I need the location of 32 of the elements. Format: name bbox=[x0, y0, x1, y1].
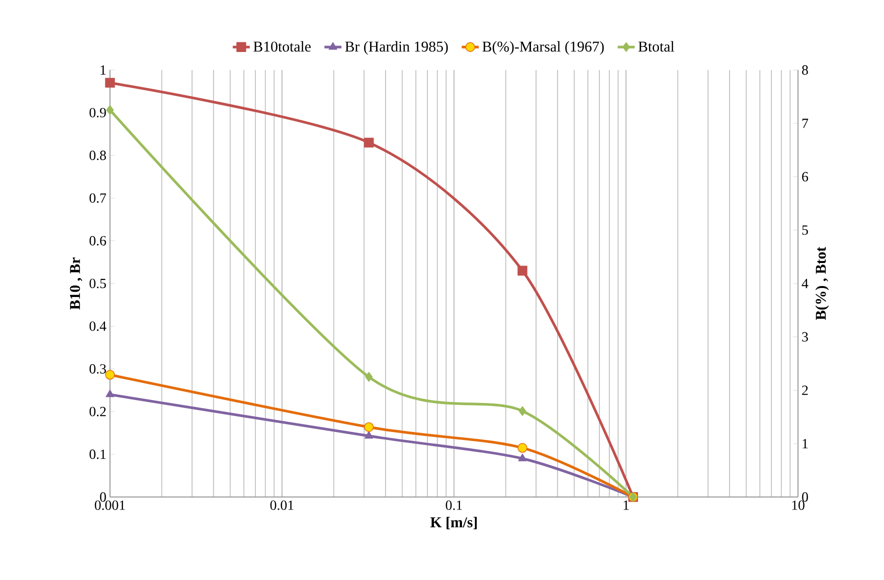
legend-label: B10totale bbox=[254, 41, 311, 52]
y-tick-label: 0.6 bbox=[90, 236, 106, 246]
y2-tick-label: 1 bbox=[802, 439, 808, 448]
x-tick-label: 10 bbox=[792, 500, 804, 510]
y-tick-label: 0.2 bbox=[90, 406, 106, 416]
y-tick-label: 0.3 bbox=[90, 364, 106, 374]
x-tick-label: 0.001 bbox=[94, 500, 125, 510]
y2-axis-title: B(%) , Btot bbox=[815, 246, 829, 320]
legend-label: B(%)-Marsal (1967) bbox=[482, 41, 604, 55]
legend-label: Btotal bbox=[638, 41, 674, 52]
y2-tick-label: 6 bbox=[802, 172, 808, 182]
y-tick-label: 1 bbox=[100, 65, 106, 75]
y-tick-label: 0.8 bbox=[90, 150, 106, 160]
y-tick-label: 0.9 bbox=[90, 108, 106, 118]
y-tick-label: 0.1 bbox=[90, 450, 106, 460]
y-axis-title: B10 , Br bbox=[70, 257, 82, 310]
y-tick-label: 0.5 bbox=[90, 278, 106, 288]
y2-tick-label: 0 bbox=[802, 492, 808, 502]
y-tick-label: 0.4 bbox=[90, 321, 106, 331]
y2-tick-label: 5 bbox=[802, 225, 808, 235]
x-tick-label: 0.1 bbox=[446, 500, 462, 510]
y2-tick-label: 3 bbox=[802, 332, 808, 342]
y2-tick-label: 8 bbox=[802, 65, 808, 75]
x-tick-label: 0.01 bbox=[270, 500, 294, 510]
y-tick-label: 0 bbox=[100, 492, 106, 502]
y-tick-label: 0.7 bbox=[90, 193, 106, 203]
y2-tick-label: 7 bbox=[802, 118, 808, 128]
y2-tick-label: 2 bbox=[802, 386, 808, 395]
legend-label: Br (Hardin 1985) bbox=[345, 41, 448, 55]
x-axis-title: K [m/s] bbox=[430, 516, 477, 530]
y2-tick-label: 4 bbox=[802, 278, 808, 288]
x-tick-label: 1 bbox=[624, 500, 629, 510]
